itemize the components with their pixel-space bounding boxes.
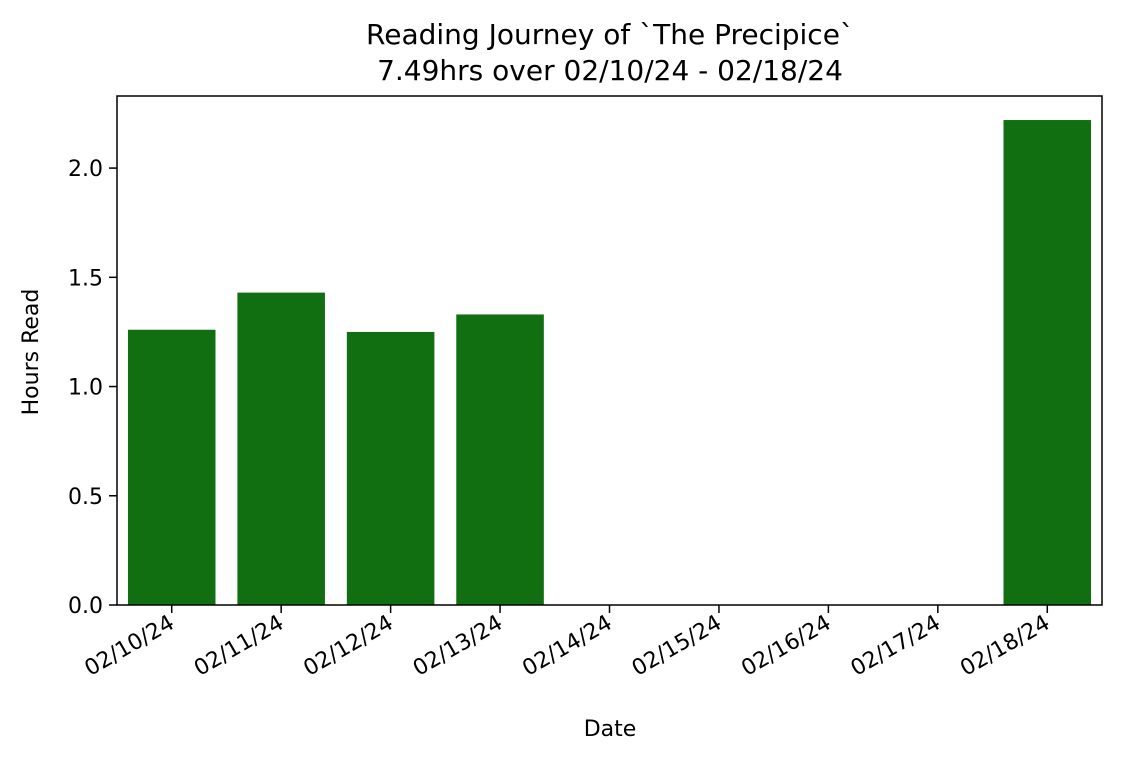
x-tick-label: 02/12/24 (300, 611, 398, 682)
y-tick-label: 0.0 (68, 594, 103, 619)
bars-group (127, 120, 1092, 606)
y-tick-label: 1.5 (68, 266, 103, 291)
chart-title: Reading Journey of `The Precipice` (366, 18, 854, 51)
chart-subtitle: 7.49hrs over 02/10/24 - 02/18/24 (377, 54, 843, 87)
bar-02-13-24 (456, 314, 544, 605)
x-tick-label: 02/13/24 (409, 611, 507, 682)
x-tick-label: 02/11/24 (190, 611, 288, 682)
x-axis-ticks: 02/10/24 02/11/24 02/12/24 02/13/24 02/14/24… (81, 605, 1054, 682)
x-tick-label: 02/17/24 (847, 611, 945, 682)
bar-02-11-24 (237, 292, 325, 605)
y-axis-ticks: 0.0 0.5 1.0 1.5 2.0 (68, 157, 117, 619)
x-tick-label: 02/18/24 (956, 611, 1054, 682)
x-tick-label: 02/16/24 (737, 611, 835, 682)
y-tick-label: 1.0 (68, 376, 103, 401)
bar-02-12-24 (346, 331, 435, 605)
y-tick-label: 2.0 (68, 157, 103, 182)
bar-02-18-24 (1003, 120, 1092, 606)
x-axis-label: Date (584, 717, 637, 742)
y-axis-label: Hours Read (19, 289, 44, 416)
bar-02-10-24 (127, 329, 216, 605)
x-tick-label: 02/10/24 (81, 611, 179, 682)
y-tick-label: 0.5 (68, 485, 103, 510)
x-tick-label: 02/14/24 (518, 611, 616, 682)
x-tick-label: 02/15/24 (628, 611, 726, 682)
plot-frame (116, 95, 1103, 606)
